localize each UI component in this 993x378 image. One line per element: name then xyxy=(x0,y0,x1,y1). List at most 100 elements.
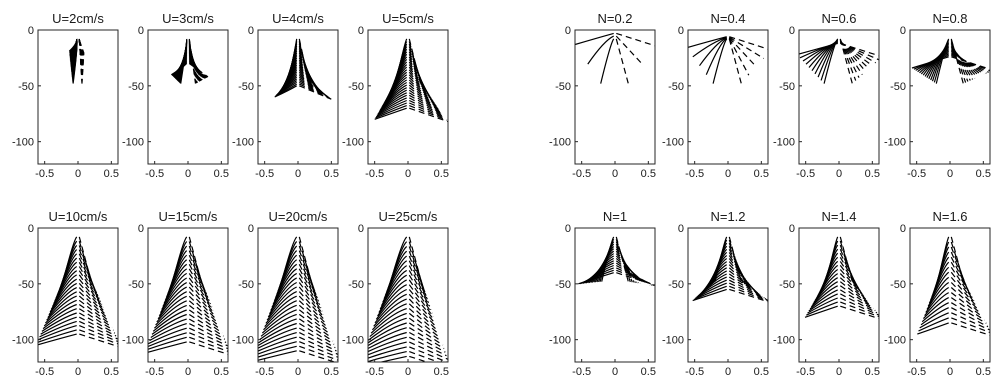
panel-lines xyxy=(917,236,990,336)
solid-trajectory xyxy=(148,332,187,348)
dashed-trajectory xyxy=(839,39,860,78)
dashed-trajectory xyxy=(728,36,765,60)
solid-trajectory xyxy=(375,288,407,320)
dashed-trajectory xyxy=(299,336,338,355)
solid-trajectory xyxy=(43,303,77,327)
panel-title: N=1.4 xyxy=(821,209,856,224)
panel-lines xyxy=(575,32,655,84)
x-tick-label: -0.5 xyxy=(685,168,704,180)
dashed-trajectory xyxy=(409,99,446,118)
dashed-trajectory xyxy=(839,281,873,307)
dashed-trajectory xyxy=(950,236,964,282)
dashed-trajectory xyxy=(840,297,879,316)
solid-trajectory xyxy=(696,279,727,298)
dashed-trajectory xyxy=(78,291,109,320)
dashed-trajectory xyxy=(188,313,224,337)
dashed-trajectory xyxy=(839,40,870,70)
dashed-trajectory xyxy=(950,40,967,83)
y-tick-label: -100 xyxy=(884,335,906,347)
dashed-trajectory xyxy=(408,270,431,307)
solid-trajectory xyxy=(368,341,407,356)
solid-trajectory xyxy=(375,105,407,119)
axes-box xyxy=(687,29,769,165)
dashed-trajectory xyxy=(298,64,322,93)
dashed-trajectory xyxy=(839,277,871,305)
solid-trajectory xyxy=(699,37,727,67)
axes-box xyxy=(367,29,449,165)
solid-trajectory xyxy=(149,323,187,342)
axes-box xyxy=(574,29,656,165)
solid-trajectory xyxy=(38,325,77,341)
solid-trajectory xyxy=(578,272,614,285)
solid-trajectory xyxy=(810,285,838,308)
x-tick-label: -0.5 xyxy=(365,168,384,180)
y-tick-label: -100 xyxy=(232,137,254,149)
panel-title: N=0.2 xyxy=(597,11,632,26)
solid-trajectory xyxy=(258,345,297,358)
subplot: N=0.2 -0.5 0 0.5 0 -50 -100 xyxy=(549,11,656,180)
solid-trajectory xyxy=(264,300,297,328)
dashed-trajectory xyxy=(728,38,750,76)
solid-trajectory xyxy=(159,282,187,314)
solid-trajectory xyxy=(378,94,407,114)
panel-title: U=25cm/s xyxy=(379,209,438,224)
dashed-trajectory xyxy=(950,48,980,77)
solid-trajectory xyxy=(158,286,187,317)
solid-trajectory xyxy=(705,37,728,75)
dashed-trajectory xyxy=(78,249,96,291)
y-tick-label: 0 xyxy=(358,25,364,37)
solid-trajectory xyxy=(265,295,297,324)
dashed-trajectory xyxy=(840,293,878,314)
solid-trajectory xyxy=(162,272,188,307)
solid-trajectory xyxy=(152,309,187,332)
dashed-trajectory xyxy=(840,305,879,320)
dashed-trajectory xyxy=(298,73,326,96)
dashed-trajectory xyxy=(408,43,424,87)
x-tick-label: -0.5 xyxy=(255,366,274,378)
y-tick-label: -50 xyxy=(128,81,144,93)
dashed-trajectory xyxy=(408,251,426,293)
x-tick-label: 0 xyxy=(185,366,191,378)
subplot: U=25cm/s -0.5 0 0.5 0 -50 -100 xyxy=(342,209,449,378)
dashed-trajectory xyxy=(408,308,440,335)
solid-trajectory xyxy=(919,312,949,329)
dashed-trajectory xyxy=(951,322,990,336)
solid-trajectory xyxy=(382,265,408,303)
solid-trajectory xyxy=(928,271,950,304)
dashed-trajectory xyxy=(408,46,425,88)
x-tick-label: 0.5 xyxy=(214,168,229,180)
dashed-trajectory xyxy=(189,318,226,340)
solid-trajectory xyxy=(148,336,187,350)
solid-trajectory xyxy=(374,293,407,324)
y-tick-label: -100 xyxy=(884,137,906,149)
dashed-trajectory xyxy=(728,276,765,299)
x-tick-label: -0.5 xyxy=(572,366,591,378)
solid-trajectory xyxy=(41,312,77,332)
dashed-trajectory xyxy=(408,92,443,114)
dashed-trajectory xyxy=(298,76,328,97)
x-tick-label: 0.5 xyxy=(324,366,339,378)
dashed-trajectory xyxy=(839,41,873,67)
solid-trajectory xyxy=(806,301,838,316)
solid-trajectory xyxy=(920,307,949,326)
dashed-trajectory xyxy=(728,242,746,285)
dashed-trajectory xyxy=(729,36,768,50)
solid-trajectory xyxy=(377,284,407,317)
dashed-trajectory xyxy=(729,288,768,303)
dashed-trajectory xyxy=(298,286,325,319)
x-tick-label: 0 xyxy=(725,168,731,180)
x-tick-label: -0.5 xyxy=(35,366,54,378)
dashed-trajectory xyxy=(79,316,117,337)
y-tick-label: 0 xyxy=(789,223,795,235)
x-tick-label: 0 xyxy=(836,366,842,378)
subplot: U=20cm/s -0.5 0 0.5 0 -50 -100 xyxy=(232,209,339,378)
solid-trajectory xyxy=(268,281,297,315)
solid-trajectory xyxy=(161,277,187,310)
dashed-trajectory xyxy=(951,56,990,70)
dashed-trajectory xyxy=(950,292,984,318)
solid-trajectory xyxy=(148,341,187,353)
dashed-trajectory xyxy=(189,323,227,344)
dashed-trajectory xyxy=(409,346,448,362)
solid-trajectory xyxy=(600,38,615,84)
solid-trajectory xyxy=(369,312,407,338)
